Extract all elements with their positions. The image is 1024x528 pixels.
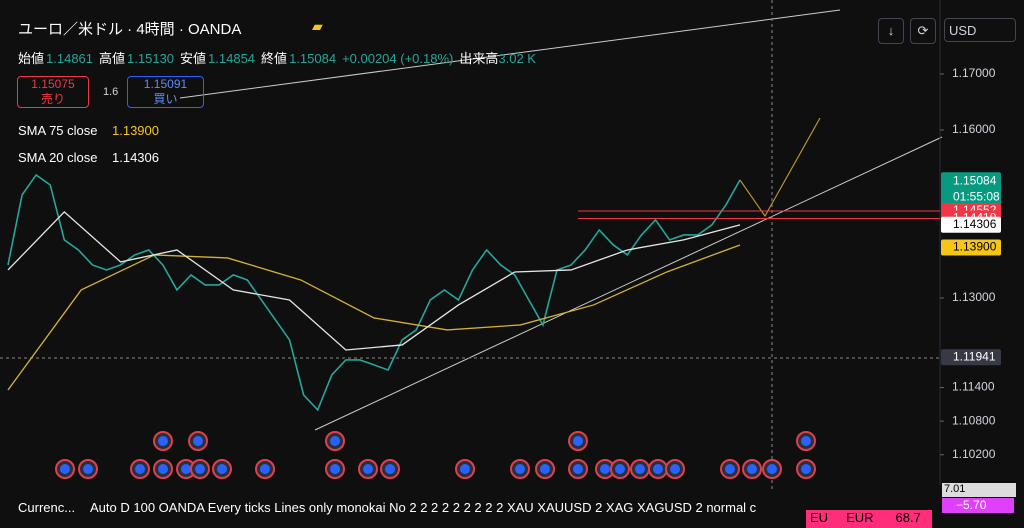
- event-icon-inner: [600, 464, 610, 474]
- button[interactable]: ↓: [878, 18, 904, 44]
- price-label-bg: [941, 239, 1001, 256]
- event-icon-inner: [135, 464, 145, 474]
- event-icon-inner: [330, 464, 340, 474]
- series-line: [7, 211, 741, 351]
- indicator-settings: Auto D 100 OANDA Every ticks Lines only …: [90, 500, 757, 515]
- trendline: [179, 9, 841, 99]
- trendline: [314, 136, 943, 431]
- legend-name: SMA 75 close: [18, 123, 98, 138]
- flag: ▰: [312, 18, 323, 34]
- price-label-bg: [941, 349, 1001, 366]
- buy-price: 1.15091: [143, 77, 188, 91]
- y-tick-label: 1.10200: [952, 447, 996, 461]
- ohlc-label: 安値: [180, 51, 207, 66]
- volume-label: 出来高: [459, 51, 499, 66]
- event-icon-inner: [217, 464, 227, 474]
- event-icon-inner: [260, 464, 270, 474]
- event-icon-inner: [60, 464, 70, 474]
- legend-value: 1.13900: [112, 123, 159, 138]
- event-icon-inner: [385, 464, 395, 474]
- countdown: 01:55:08: [953, 189, 1000, 203]
- event-icon-inner: [460, 464, 470, 474]
- badge: 7.01: [942, 483, 1016, 497]
- symbol[interactable]: ユーロ／米ドル · 4時間 · OANDA: [18, 21, 242, 38]
- event-icon-inner: [83, 464, 93, 474]
- y-tick-label: 1.13000: [952, 290, 996, 304]
- event-icon-inner: [158, 436, 168, 446]
- price-label: 1.11941: [953, 349, 996, 363]
- price-label-bg: [941, 216, 1001, 233]
- cell: EU: [810, 510, 829, 525]
- buy-button[interactable]: 1.15091 買い: [127, 76, 204, 108]
- y-tick-label: 1.17000: [952, 66, 996, 80]
- event-icon-inner: [330, 436, 340, 446]
- y-tick-label: 1.10800: [952, 413, 996, 427]
- price-label: 1.15084: [953, 173, 997, 187]
- sell-label: 売り: [40, 92, 65, 106]
- event-icon-inner: [801, 436, 811, 446]
- cell: 68.7: [895, 510, 921, 525]
- price-label: 1.13900: [953, 240, 997, 254]
- y-tick-label: 1.16000: [952, 122, 996, 136]
- event-icon-inner: [363, 464, 373, 474]
- button[interactable]: ⟳: [910, 18, 936, 44]
- event-icon-inner: [801, 464, 811, 474]
- price-label-bg: [941, 172, 1001, 206]
- spread: 1.6: [103, 86, 119, 98]
- ohlc: 始値 1.14861 高値 1.15130 安値 1.14854 終値 1.15084 +0.0…: [18, 48, 536, 67]
- badge: −5.70: [942, 498, 1014, 513]
- event-icon-inner: [195, 464, 205, 474]
- indicator-name[interactable]: Currenc...: [18, 500, 76, 515]
- volume: 3.02 K: [498, 51, 536, 66]
- event-icon-inner: [635, 464, 645, 474]
- event-icon-inner: [653, 464, 663, 474]
- event-icon-inner: [767, 464, 777, 474]
- ohlc-value: 1.15130: [127, 51, 175, 66]
- event-icon-inner: [193, 436, 203, 446]
- currency[interactable]: USD: [944, 18, 1016, 42]
- legend-name: SMA 20 close: [18, 150, 98, 165]
- y-tick-label: 1.11400: [952, 380, 995, 394]
- ohlc-label: 始値: [18, 51, 45, 66]
- event-icon-inner: [725, 464, 735, 474]
- event-icon-inner: [747, 464, 757, 474]
- ohlc-value: 1.15084: [289, 51, 337, 66]
- projection: [739, 117, 821, 218]
- event-icon-inner: [573, 464, 583, 474]
- cell: EUR: [846, 510, 874, 525]
- event-icon-inner: [515, 464, 525, 474]
- event-icon-inner: [670, 464, 680, 474]
- series-line: [7, 244, 741, 391]
- event-icon-inner: [540, 464, 550, 474]
- event-icon-inner: [181, 464, 191, 474]
- ohlc-value: 1.14854: [208, 51, 256, 66]
- event-icon-inner: [573, 436, 583, 446]
- ohlc-label: 高値: [99, 51, 126, 66]
- ohlc-label: 終値: [261, 51, 288, 66]
- sell-price: 1.15075: [31, 77, 75, 91]
- event-icon-inner: [158, 464, 168, 474]
- buy-label: 買い: [153, 92, 178, 106]
- series-line: [7, 173, 741, 412]
- footer-row: EU EUR 68.7: [806, 510, 932, 528]
- price-label: 1.14306: [953, 217, 997, 231]
- legend-value: 1.14306: [112, 150, 159, 165]
- ohlc-value: 1.14861: [46, 51, 94, 66]
- event-icon-inner: [615, 464, 625, 474]
- sell-button[interactable]: 1.15075 売り: [17, 76, 89, 108]
- change: +0.00204 (+0.18%): [342, 51, 454, 66]
